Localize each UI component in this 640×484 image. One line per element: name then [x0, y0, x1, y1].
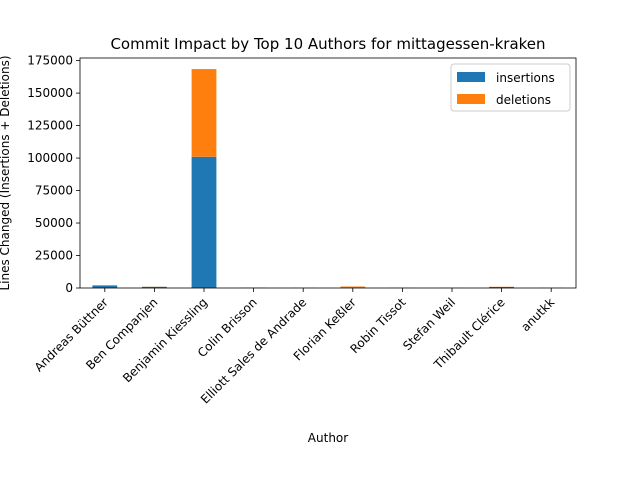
- bar-deletions-5: [340, 287, 365, 288]
- x-axis-label: Author: [308, 431, 348, 445]
- y-tick-label-3: 75000: [35, 184, 73, 198]
- y-tick-label-1: 25000: [35, 249, 73, 263]
- y-tick-label-4: 100000: [27, 151, 73, 165]
- legend-label-insertions: insertions: [496, 71, 555, 85]
- y-tick-label-7: 175000: [27, 54, 73, 68]
- bar-insertions-2: [192, 157, 217, 288]
- legend-swatch-insertions: [457, 72, 485, 82]
- y-tick-label-6: 150000: [27, 86, 73, 100]
- legend-label-deletions: deletions: [496, 93, 551, 107]
- y-axis-label: Lines Changed (Insertions + Deletions): [0, 55, 12, 290]
- chart-title: Commit Impact by Top 10 Authors for mitt…: [110, 35, 545, 53]
- bar-deletions-2: [192, 69, 217, 157]
- y-tick-label-5: 125000: [27, 119, 73, 133]
- y-tick-label-2: 50000: [35, 216, 73, 230]
- y-tick-label-0: 0: [65, 281, 73, 295]
- legend: insertions deletions: [451, 64, 570, 111]
- legend-swatch-deletions: [457, 94, 485, 104]
